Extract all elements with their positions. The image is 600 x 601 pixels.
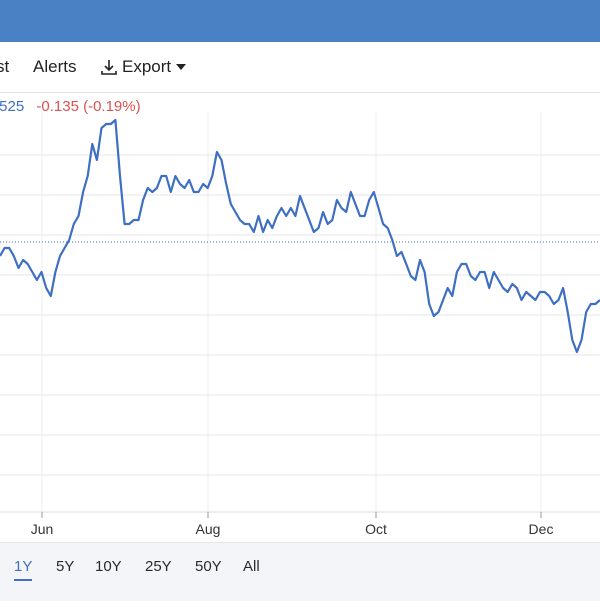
range-button-1y[interactable]: 1Y	[14, 558, 33, 581]
quote-readout: .525 -0.135 (-0.19%)	[0, 98, 141, 115]
x-tick-label: Jun	[30, 521, 54, 537]
chart-grid	[0, 112, 600, 518]
x-tick-label: Aug	[195, 521, 221, 537]
range-button-25y[interactable]: 25Y	[145, 558, 172, 575]
chart-toolbar: st Alerts Export	[0, 42, 600, 93]
alerts-button[interactable]: Alerts	[33, 57, 77, 76]
toolbar-item-truncated[interactable]: st	[0, 57, 10, 76]
chart-series-layer	[0, 118, 600, 354]
range-button-5y[interactable]: 5Y	[56, 558, 75, 575]
x-tick-label: Dec	[528, 521, 554, 537]
export-label: Export	[122, 57, 172, 76]
caret-down-icon	[176, 64, 187, 70]
price-change: -0.135 (-0.19%)	[36, 98, 141, 115]
x-tick-label: Oct	[365, 521, 387, 537]
current-price: .525	[0, 98, 25, 115]
range-button-all[interactable]: All	[243, 558, 260, 575]
export-button[interactable]: Export	[100, 57, 187, 77]
range-button-50y[interactable]: 50Y	[195, 558, 222, 575]
app-header-bar	[0, 0, 600, 42]
range-selector: 1Y 5Y 10Y 25Y 50Y All	[0, 542, 600, 601]
series-line	[0, 118, 600, 354]
range-button-10y[interactable]: 10Y	[95, 558, 122, 575]
download-icon	[101, 60, 117, 75]
